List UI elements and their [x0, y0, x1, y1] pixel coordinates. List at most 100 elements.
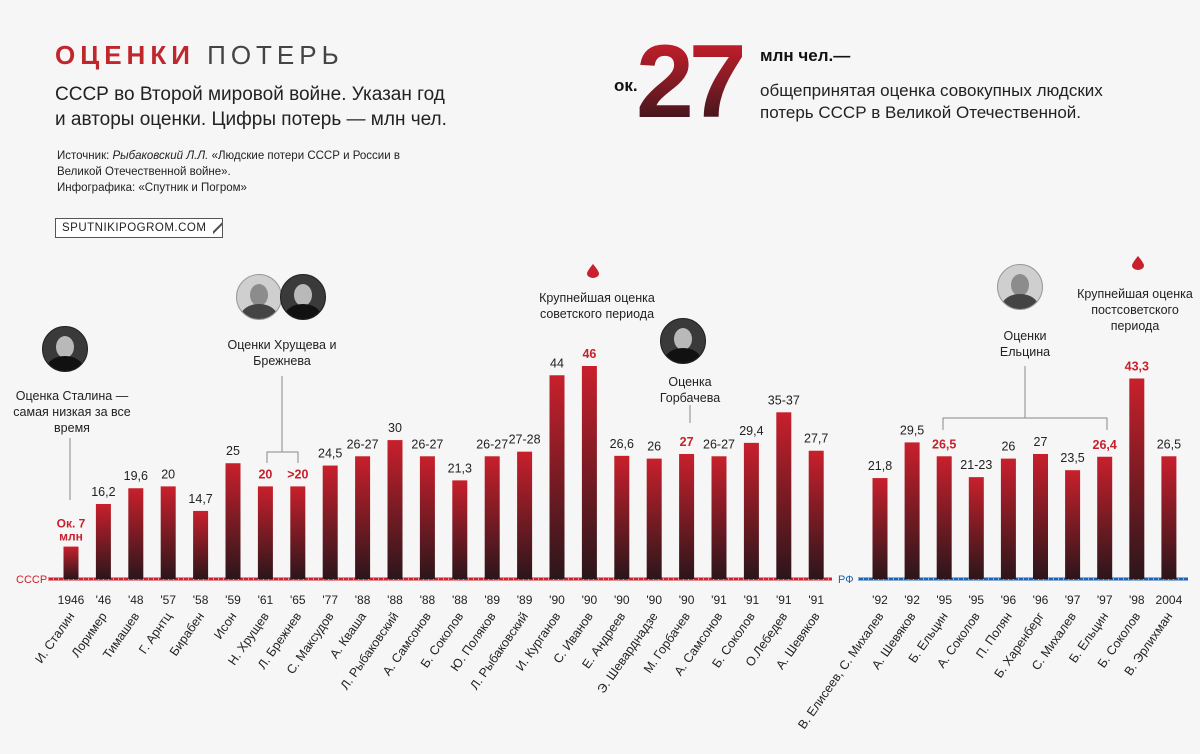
- year-tick-label: '91: [711, 593, 727, 607]
- khrushchev-portrait-icon: [236, 274, 282, 320]
- value-label: 29,5: [900, 423, 924, 437]
- year-tick-label: '95: [936, 593, 952, 607]
- value-label: 26,4: [1093, 438, 1117, 452]
- title-part-2: ПОТЕРЬ: [207, 40, 344, 70]
- bar-33: [1161, 456, 1177, 579]
- source-title: «Людские потери СССР и России в Великой …: [57, 150, 400, 178]
- bar-4: [193, 510, 209, 579]
- bar-19: [679, 453, 695, 579]
- bar-22: [776, 412, 792, 579]
- value-label: 26-27: [703, 437, 735, 451]
- year-tick-label: 2004: [1156, 593, 1183, 607]
- bar-3: [160, 486, 176, 579]
- value-label: 26,5: [932, 437, 956, 451]
- bar-21: [743, 442, 759, 579]
- year-tick-label: '89: [484, 593, 500, 607]
- value-label: 46: [582, 347, 596, 361]
- bar-1: [95, 503, 111, 579]
- post-soviet-max-drop-icon: [1132, 256, 1144, 270]
- year-tick-label: '57: [160, 593, 176, 607]
- bar-17: [614, 455, 630, 579]
- year-tick-label: '91: [808, 593, 824, 607]
- bar-12: [452, 480, 468, 579]
- bar-23: [808, 450, 824, 579]
- infographic-credit: Инфографика: «Спутник и Погром»: [57, 182, 247, 194]
- year-tick-label: '90: [679, 593, 695, 607]
- value-label: 30: [388, 421, 402, 435]
- value-label: 24,5: [318, 447, 342, 461]
- bar-29: [1033, 453, 1048, 579]
- year-tick-label: 1946: [58, 593, 85, 607]
- source-block: Источник: Рыбаковский Л.Л. «Людские поте…: [57, 148, 417, 196]
- year-tick-label: '90: [582, 593, 598, 607]
- year-tick-label: '90: [614, 593, 630, 607]
- headline-prefix: ок.: [614, 76, 638, 95]
- bar-31: [1097, 456, 1113, 579]
- bar-9: [355, 456, 371, 579]
- value-label: 20: [161, 467, 175, 481]
- soviet-max-annotation: Крупнейшая оценка советского периода: [539, 291, 655, 321]
- brezhnev-portrait-icon: [280, 274, 326, 320]
- value-label: 44: [550, 356, 564, 370]
- bar-8: [322, 465, 338, 579]
- value-label: 27-28: [509, 433, 541, 447]
- value-label: 26,6: [610, 437, 634, 451]
- value-label: 26: [1001, 440, 1015, 454]
- site-link[interactable]: SPUTNIKIPOGROM.COM: [55, 218, 224, 238]
- bar-10: [387, 440, 403, 579]
- author-tick-label: И. Сталин: [32, 610, 77, 666]
- gorbachev-annotation: Оценка Горбачева: [659, 375, 721, 405]
- value-label: 27,7: [804, 432, 828, 446]
- headline-unit: млн чел.—: [760, 46, 851, 65]
- bar-11: [419, 456, 435, 579]
- value-label: 27: [680, 435, 694, 449]
- year-tick-label: '98: [1129, 593, 1145, 607]
- title-part-1: ОЦЕНКИ: [55, 40, 195, 70]
- bar-7: [290, 486, 306, 579]
- bar-15: [549, 375, 565, 579]
- yeltsin-annotation: Оценки Ельцина: [999, 329, 1051, 359]
- post-soviet-max-annotation: Крупнейшая оценка постсоветского периода: [1077, 287, 1193, 333]
- value-label: 43,3: [1125, 360, 1149, 374]
- value-label: 16,2: [91, 485, 115, 499]
- khrushchev-brezhnev-annotation: Оценки Хрущева и Брежнева: [227, 338, 337, 368]
- year-tick-label: '61: [258, 593, 274, 607]
- bar-14: [517, 451, 533, 579]
- value-label: 26-27: [411, 437, 443, 451]
- value-label: 20: [258, 467, 272, 481]
- year-tick-label: '59: [225, 593, 241, 607]
- value-label: 26-27: [476, 437, 508, 451]
- bar-26: [936, 456, 952, 579]
- axis-group-label: РФ: [838, 574, 854, 586]
- stalin-annotation: Оценка Сталина — самая низкая за все вре…: [13, 389, 131, 435]
- author-tick-label: Л. Рыбаковский: [467, 610, 531, 693]
- year-tick-label: '91: [744, 593, 760, 607]
- value-label: 23,5: [1060, 451, 1084, 465]
- year-tick-label: '92: [872, 593, 888, 607]
- bar-18: [646, 458, 662, 579]
- year-tick-label: '97: [1097, 593, 1113, 607]
- year-tick-label: '90: [646, 593, 662, 607]
- year-tick-label: '46: [96, 593, 112, 607]
- bar-20: [711, 456, 727, 579]
- year-tick-label: '58: [193, 593, 209, 607]
- value-label: 14,7: [188, 492, 212, 506]
- year-tick-label: '77: [322, 593, 338, 607]
- bar-6: [257, 486, 273, 579]
- bar-28: [1000, 458, 1016, 579]
- bar-30: [1065, 470, 1081, 579]
- source-author: Рыбаковский Л.Л.: [112, 150, 209, 162]
- author-tick-label: Исон: [211, 610, 239, 642]
- bar-27: [968, 477, 984, 579]
- value-label: 21,3: [448, 461, 472, 475]
- year-tick-label: '97: [1065, 593, 1081, 607]
- value-label: >20: [287, 467, 308, 481]
- year-tick-label: '95: [968, 593, 984, 607]
- gorbachev-portrait-icon: [660, 318, 706, 364]
- year-tick-label: '91: [776, 593, 792, 607]
- year-tick-label: '48: [128, 593, 144, 607]
- bar-32: [1129, 378, 1145, 579]
- yeltsin-portrait-icon: [997, 264, 1043, 310]
- bar-2: [128, 488, 144, 579]
